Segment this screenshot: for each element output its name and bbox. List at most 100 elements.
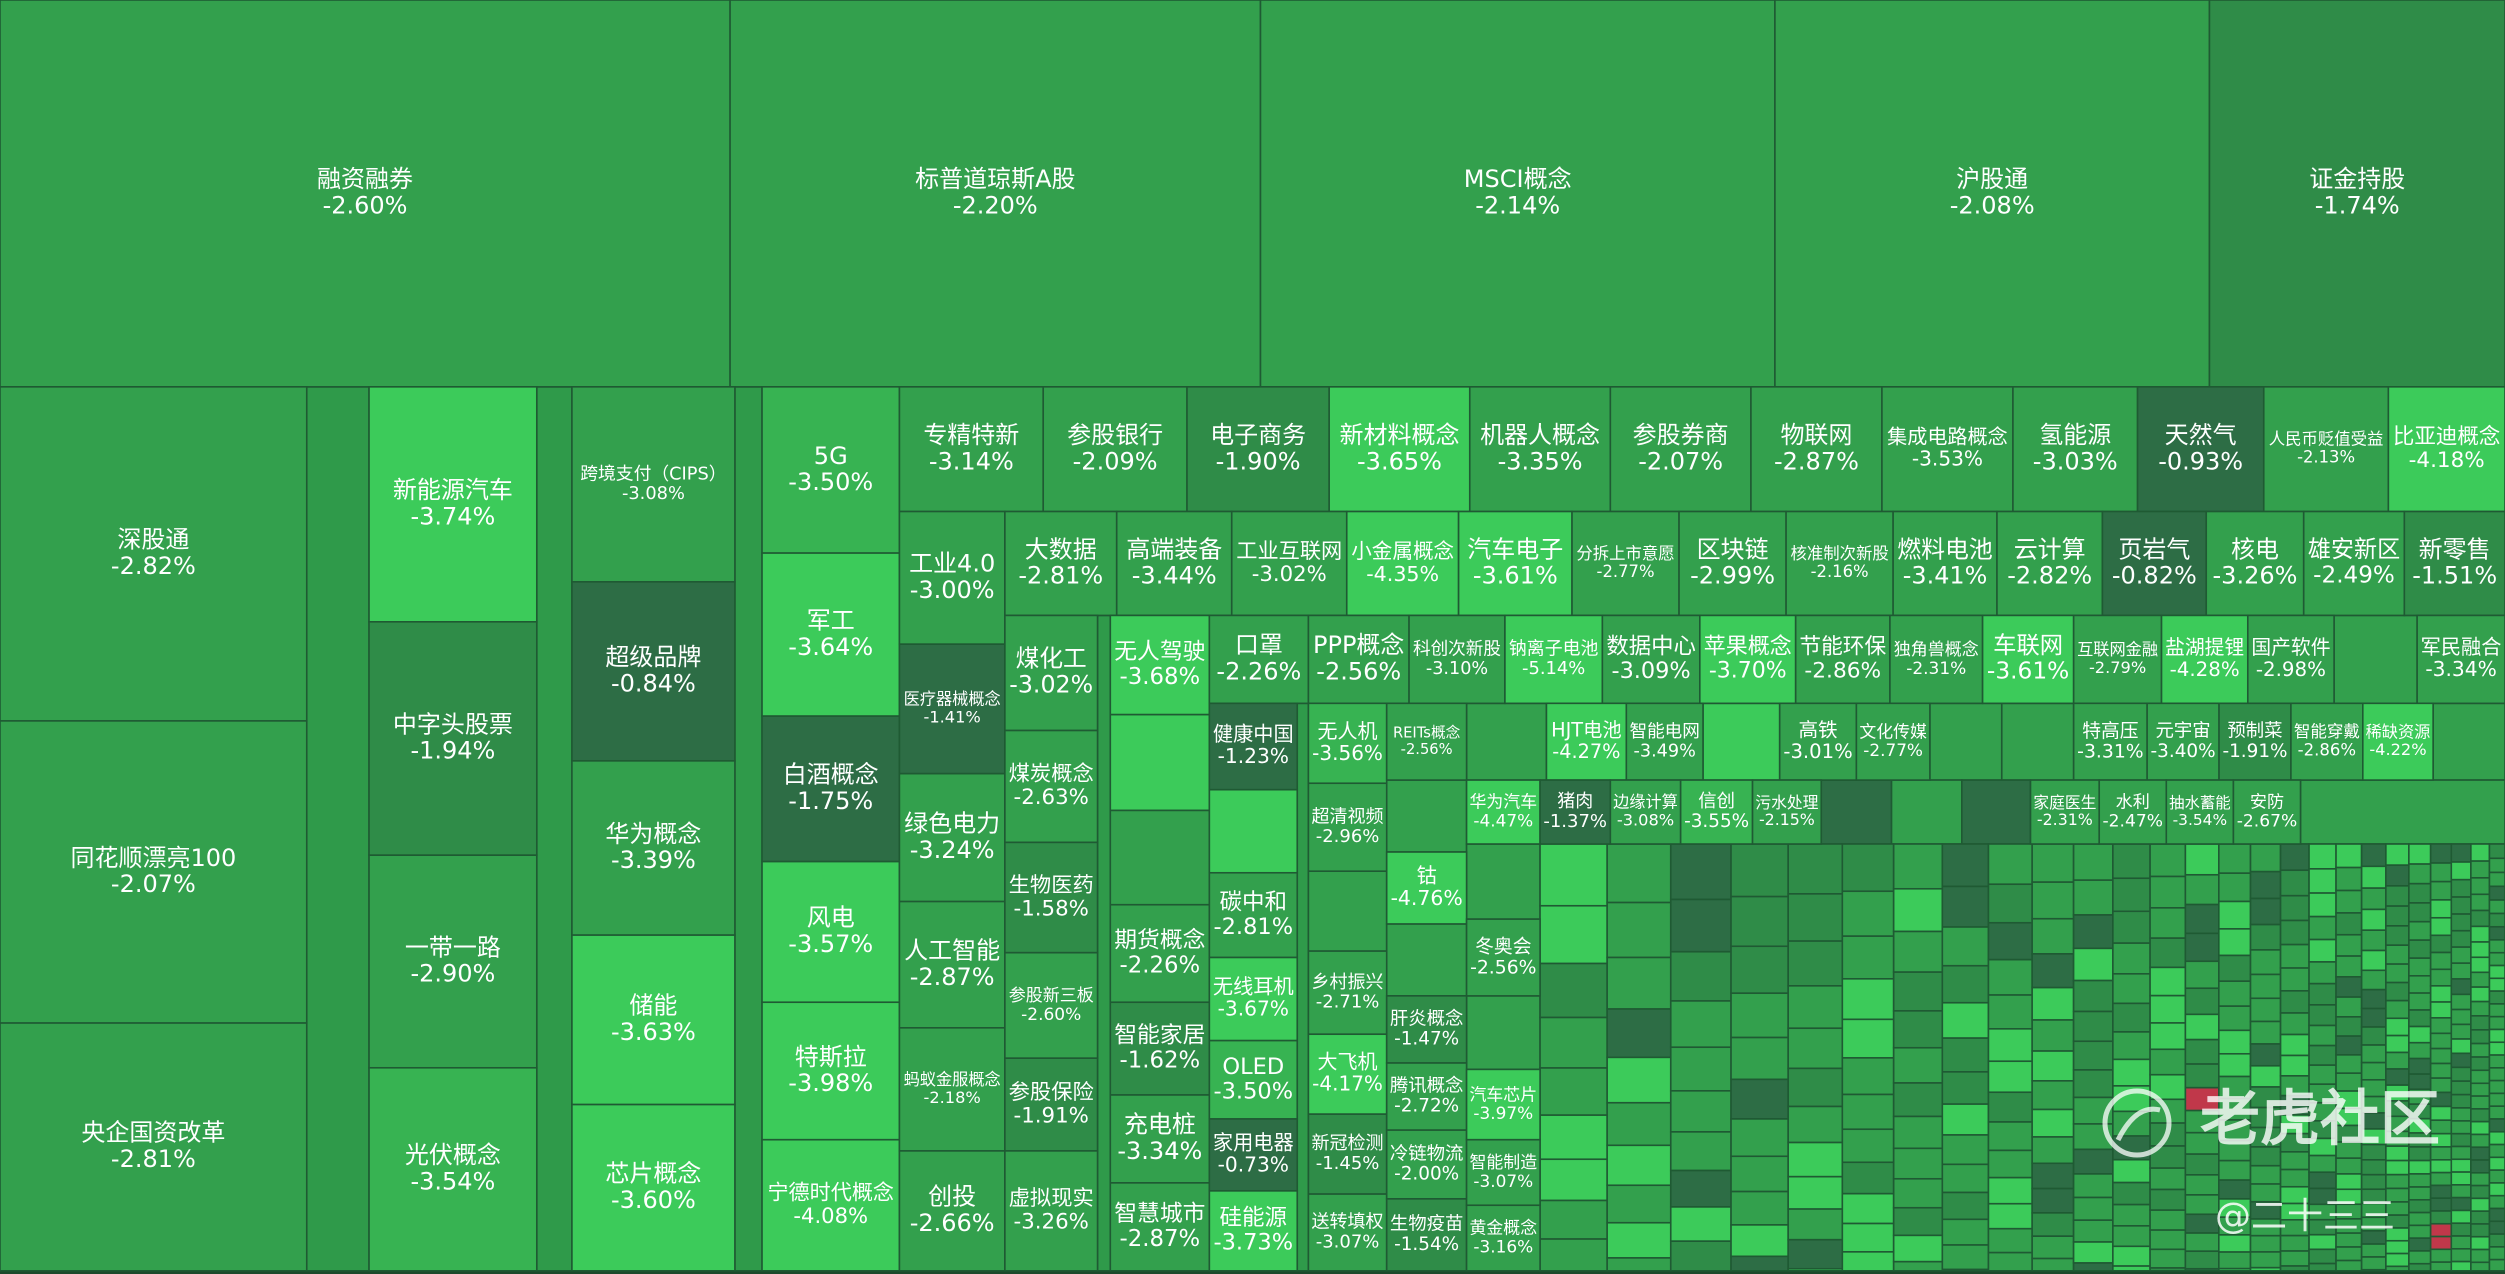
tile-change: -2.07% [111, 870, 196, 898]
tile [1307, 702, 1388, 785]
minor-tile [2072, 1040, 2114, 1071]
minor-tile [2149, 1209, 2187, 1231]
tile [1785, 510, 1894, 617]
minor-tile [2335, 1259, 2363, 1272]
tile-name: HJT电池 [1551, 719, 1622, 742]
minor-tile [1841, 1192, 1895, 1225]
minor-tile [1987, 1176, 2033, 1205]
tile [368, 386, 538, 623]
minor-tile [2429, 1171, 2453, 1187]
minor-tile [2112, 1225, 2151, 1248]
tile-change: -2.14% [1475, 192, 1560, 220]
minor-tile [2031, 1257, 2075, 1272]
minor-tile [2072, 1148, 2114, 1175]
minor-tile [2184, 1153, 2220, 1176]
tile-change: -3.34% [1117, 1137, 1202, 1165]
minor-tile [2112, 910, 2151, 944]
minor-tile [2308, 868, 2337, 894]
minor-tile [2408, 1262, 2432, 1272]
minor-tile [1385, 779, 1468, 853]
minor-tile [2385, 925, 2410, 946]
minor-tile [2360, 1173, 2387, 1191]
tile-change: -3.70% [1709, 659, 1787, 684]
tile [761, 1001, 901, 1141]
minor-tile [2450, 1107, 2472, 1122]
minor-tile [2279, 1250, 2310, 1267]
minor-tile [2450, 962, 2472, 980]
minor-tile [2031, 1080, 2075, 1111]
minor-tile [2031, 843, 2075, 883]
tile-change: -1.75% [788, 787, 873, 815]
minor-tile [2249, 923, 2282, 951]
tile-name: 煤化工 [1016, 644, 1087, 672]
tile [1385, 851, 1468, 925]
minor-tile [2072, 1069, 2114, 1099]
minor-tile [2360, 1256, 2387, 1271]
tile [1208, 1039, 1299, 1120]
minor-tile [2488, 1220, 2505, 1235]
tile-name: OLED [1222, 1054, 1284, 1080]
watermark-logo [2115, 1106, 2161, 1142]
tile-name: 储能 [629, 992, 677, 1020]
minor-tile [1539, 1199, 1608, 1240]
minor-tile [2149, 1248, 2187, 1269]
minor-tile [1892, 1206, 1944, 1237]
tile-name: 钴 [1416, 864, 1436, 888]
tile-name: 智能电网 [1629, 722, 1699, 742]
minor-tile [2429, 1062, 2453, 1079]
tile-name: 安防 [2250, 793, 2284, 813]
tile-change: -1.91% [2222, 741, 2287, 762]
tile [1004, 510, 1118, 617]
minor-tile [2450, 1222, 2472, 1237]
tile [2362, 702, 2434, 781]
tile-change: -2.13% [2297, 448, 2355, 467]
minor-tile [1941, 843, 1990, 888]
tile [898, 510, 1006, 645]
minor-tile [1296, 702, 1310, 1272]
minor-tile [2072, 879, 2114, 916]
tile [1699, 614, 1797, 705]
tile-name: 白酒概念 [783, 761, 879, 789]
minor-tile [1702, 702, 1781, 781]
minor-tile [1987, 1149, 2033, 1179]
minor-tile [2385, 864, 2410, 887]
tile-change: -3.07% [1316, 1231, 1380, 1252]
minor-tile [1787, 1175, 1844, 1210]
minor-tile [1669, 898, 1732, 953]
tile-name: 信创 [1698, 791, 1735, 812]
tile [0, 0, 731, 388]
tile-name: 生物医药 [1009, 873, 1094, 898]
minor-tile [1109, 713, 1211, 812]
tile-change: -3.63% [611, 1018, 696, 1046]
tile [1307, 950, 1388, 1036]
tile [1889, 614, 1984, 705]
minor-tile [2450, 843, 2472, 863]
minor-tile [2385, 1159, 2410, 1176]
minor-tile [1539, 1114, 1608, 1161]
minor-tile [2112, 1265, 2151, 1272]
tile-name: 核电 [2231, 535, 2279, 563]
tile-name: 水利 [2116, 793, 2150, 813]
tile [1465, 1068, 1541, 1141]
minor-tile [2031, 917, 2075, 955]
minor-tile [2000, 702, 2075, 781]
tile-change: -2.67% [2237, 811, 2297, 831]
minor-tile [2249, 1164, 2282, 1185]
tile-change: -2.26% [1216, 658, 1301, 686]
minor-tile [2429, 1261, 2453, 1272]
tile [761, 1138, 901, 1272]
tile [1678, 510, 1787, 617]
minor-tile [2218, 928, 2252, 957]
tile-change: -2.98% [2256, 658, 2326, 681]
tile-name: 5G [814, 442, 848, 470]
minor-tile [2488, 912, 2505, 928]
minor-tile [1669, 1090, 1732, 1133]
minor-tile [2408, 882, 2432, 904]
tile-name: 天然气 [2165, 421, 2237, 449]
minor-tile [2488, 1246, 2505, 1261]
tile [0, 720, 308, 1024]
minor-tile [1892, 1177, 1944, 1209]
tile-name: 无人机 [1318, 719, 1378, 743]
minor-tile [1606, 1184, 1672, 1224]
